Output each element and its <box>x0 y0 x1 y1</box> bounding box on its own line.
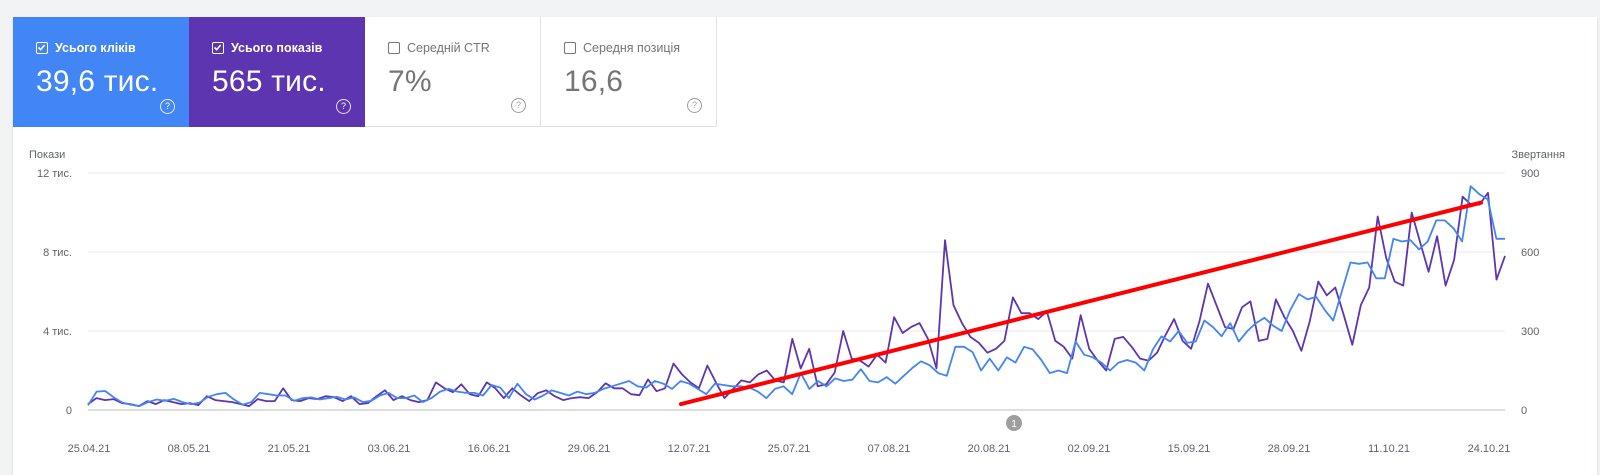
left-axis-title: Покази <box>29 149 66 161</box>
metric-head: Середній CTR <box>388 41 490 55</box>
left-axis-tick-label: 4 тис. <box>43 326 72 338</box>
metric-value: 565 тис. <box>212 65 326 98</box>
metric-label: Середня позиція <box>583 41 681 55</box>
x-axis-tick-label: 24.10.21 <box>1468 443 1511 455</box>
x-axis-tick-label: 16.06.21 <box>468 443 511 455</box>
metric-head: Середня позиція <box>564 41 680 55</box>
x-axis-tick-label: 21.05.21 <box>268 443 311 455</box>
metric-head: Усього кліків <box>36 41 136 55</box>
right-axis-tick-label: 0 <box>1521 405 1527 417</box>
metric-average-position[interactable]: Середня позиція 16,6 ? <box>541 17 717 127</box>
performance-card: Усього кліків 39,6 тис. ? Усього показів… <box>13 17 1597 475</box>
metric-head: Усього показів <box>212 41 322 55</box>
checkbox-unchecked-icon[interactable] <box>388 42 400 54</box>
x-axis-tick-label: 08.05.21 <box>168 443 211 455</box>
metric-value: 16,6 <box>564 65 624 98</box>
help-icon[interactable]: ? <box>687 98 702 113</box>
annotation-marker-label: 1 <box>1011 419 1017 430</box>
right-axis-title: Звертання <box>1511 149 1566 161</box>
right-axis-tick-label: 300 <box>1521 326 1539 338</box>
performance-chart: 0 4 тис. 8 тис. 12 тис. 0 300 600 900 25.04.21 08… <box>37 168 1539 455</box>
help-icon[interactable]: ? <box>511 98 526 113</box>
x-axis-tick-label: 03.06.21 <box>368 443 411 455</box>
help-icon[interactable]: ? <box>336 99 351 114</box>
x-axis-tick-label: 20.08.21 <box>968 443 1011 455</box>
metric-total-impressions[interactable]: Усього показів 565 тис. ? <box>189 17 365 127</box>
x-axis-tick-label: 25.04.21 <box>68 443 111 455</box>
x-axis-tick-label: 12.07.21 <box>668 443 711 455</box>
metric-label: Середній CTR <box>407 41 490 55</box>
metric-value: 39,6 тис. <box>36 65 159 98</box>
x-axis-tick-label: 02.09.21 <box>1068 443 1111 455</box>
metric-value: 7% <box>388 65 432 98</box>
x-axis-tick-label: 25.07.21 <box>768 443 811 455</box>
x-axis-tick-label: 07.08.21 <box>868 443 911 455</box>
left-axis-tick-label: 12 тис. <box>37 168 72 180</box>
metric-average-ctr[interactable]: Середній CTR 7% ? <box>365 17 541 127</box>
checkbox-unchecked-icon[interactable] <box>564 42 576 54</box>
right-axis-tick-label: 900 <box>1521 168 1539 180</box>
impressions-series-line <box>87 191 1506 408</box>
left-axis-tick-label: 8 тис. <box>43 247 72 259</box>
metric-total-clicks[interactable]: Усього кліків 39,6 тис. ? <box>13 17 189 127</box>
annotation-marker[interactable] <box>1006 415 1022 431</box>
checkbox-checked-icon[interactable] <box>212 42 224 54</box>
metric-label: Усього показів <box>231 41 323 55</box>
metric-label: Усього кліків <box>55 41 136 55</box>
x-axis-tick-label: 29.06.21 <box>568 443 611 455</box>
metric-tabs: Усього кліків 39,6 тис. ? Усього показів… <box>13 17 717 127</box>
x-axis-tick-label: 28.09.21 <box>1268 443 1311 455</box>
checkbox-checked-icon[interactable] <box>36 42 48 54</box>
left-axis-tick-label: 0 <box>66 405 72 417</box>
clicks-series-line <box>87 185 1505 408</box>
right-axis-tick-label: 600 <box>1521 247 1539 259</box>
help-icon[interactable]: ? <box>160 99 175 114</box>
x-axis-tick-label: 11.10.21 <box>1368 443 1410 455</box>
trend-annotation-line <box>679 200 1483 407</box>
x-axis-tick-label: 15.09.21 <box>1168 443 1211 455</box>
